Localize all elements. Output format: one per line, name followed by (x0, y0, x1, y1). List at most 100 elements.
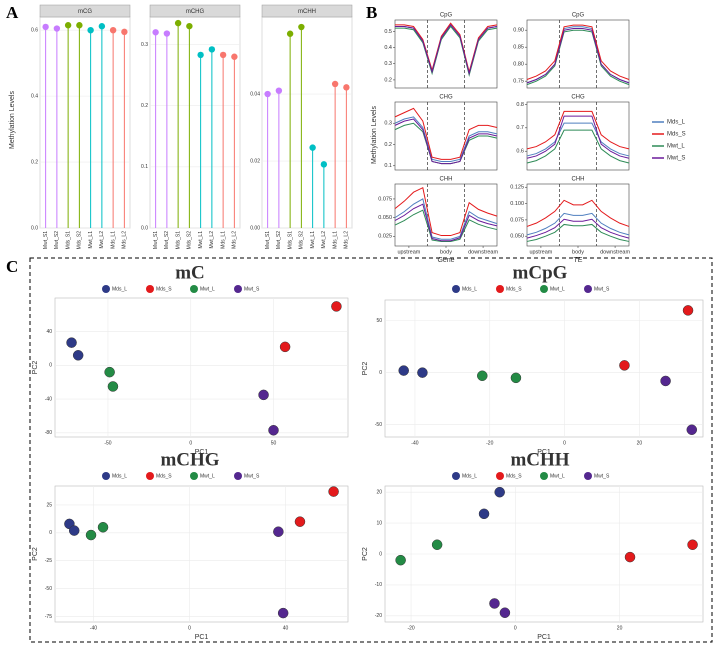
legend-label: Mds_S (506, 473, 522, 479)
panel-label: C (6, 257, 18, 276)
plot-background (261, 16, 353, 229)
profile-line (526, 110, 630, 150)
plot-frame (54, 297, 349, 438)
profile-line (526, 212, 630, 236)
legend-label: Mds_S (667, 132, 686, 138)
y-tick-label: 40 (46, 329, 52, 335)
point (268, 425, 279, 436)
y-tick-label: 0.050 (510, 234, 524, 240)
chart-title: mCpG (513, 262, 568, 283)
legend-label: Mds_L (112, 473, 127, 479)
legend-swatch (584, 472, 592, 480)
plot-background (39, 16, 131, 229)
profile-line (526, 122, 630, 157)
y-tick-label: 0.075 (510, 217, 524, 223)
legend-label: Mds_S (506, 286, 522, 292)
legend-label: Mwt_S (594, 473, 610, 479)
lollipop-dot (87, 26, 94, 34)
x-tick-label: body (440, 249, 452, 255)
x-tick-label: Mds_L1 (220, 231, 226, 249)
legend-label: Mwt_L (550, 473, 565, 479)
y-tick-label: 0.2 (141, 103, 148, 109)
lollipop-dot (286, 30, 294, 37)
x-tick-label: downstream (468, 249, 498, 255)
legend-label: Mwt_L (200, 473, 215, 479)
x-axis-label: TE (574, 257, 583, 264)
point (66, 337, 77, 348)
legend-label: Mds_L (667, 120, 686, 126)
lollipop-dot (42, 23, 49, 31)
lollipop-dot (98, 23, 106, 30)
point (273, 526, 284, 537)
profile-line (395, 22, 498, 74)
profile-line (526, 129, 630, 164)
x-axis-label: PC1 (537, 449, 551, 456)
lollipop-dot (64, 22, 72, 29)
profile-line (395, 25, 498, 78)
point (85, 529, 97, 541)
facet-title: mCHG (186, 9, 205, 15)
x-tick-label: 0 (189, 440, 192, 446)
chart-title: mCHH (510, 449, 569, 470)
point (686, 424, 698, 435)
y-axis-label: Methylation Levels (9, 91, 16, 149)
legend-swatch (190, 285, 198, 293)
point (682, 305, 694, 316)
legend-label: Mwt_S (667, 156, 685, 162)
y-tick-label: 0.3 (141, 42, 148, 48)
y-tick-label: 0.3 (384, 61, 392, 67)
y-tick-label: 0.2 (384, 77, 392, 83)
y-tick-label: 0.025 (378, 234, 392, 240)
legend-label: Mds_L (462, 286, 477, 292)
y-tick-label: 0.75 (513, 79, 524, 85)
x-tick-label: -20 (486, 440, 493, 446)
lollipop-dot (231, 53, 238, 60)
y-tick-label: 0.90 (513, 28, 524, 34)
y-tick-label: 0.1 (141, 164, 148, 170)
chart-title: mCHG (160, 449, 219, 470)
panel-label: A (6, 3, 19, 22)
plot-frame (384, 299, 704, 438)
x-tick-label: 40 (283, 625, 289, 631)
y-tick-label: 0.100 (510, 201, 524, 207)
x-tick-label: Mds_L1 (332, 231, 338, 249)
legend-label: Mwt_S (244, 473, 260, 479)
x-tick-label: 20 (617, 625, 623, 631)
lollipop-dot (219, 51, 227, 59)
x-tick-label: Mds_L2 (344, 231, 350, 249)
legend-swatch (102, 472, 110, 480)
x-tick-label: Mds_L2 (122, 231, 128, 249)
facet-title: CpG (440, 13, 453, 19)
legend-swatch (540, 285, 548, 293)
y-tick-label: 0.125 (510, 185, 524, 191)
y-tick-label: 0.7 (516, 125, 524, 131)
facet-title: mCHH (298, 9, 316, 15)
y-axis-label: PC2 (32, 547, 39, 561)
x-tick-label: 0 (514, 625, 517, 631)
y-tick-label: 0.6 (31, 28, 38, 34)
point (72, 350, 84, 361)
lollipop-dot (264, 90, 271, 98)
x-tick-label: Mwt_S2 (54, 231, 60, 249)
y-tick-label: 0.2 (31, 159, 38, 165)
y-tick-label: 20 (376, 490, 382, 496)
profile-line (526, 223, 630, 242)
lollipop-dot (309, 144, 316, 151)
legend-swatch (190, 472, 198, 480)
x-tick-label: upstream (397, 249, 420, 255)
x-tick-label: Mds_S2 (77, 231, 83, 250)
lollipop-dot (208, 46, 216, 53)
y-tick-label: 0 (49, 363, 52, 369)
y-tick-label: -75 (45, 614, 52, 620)
profile-line (394, 203, 498, 242)
lollipop-dot (186, 22, 193, 30)
legend-label: Mwt_S (594, 286, 610, 292)
y-tick-label: 0.075 (378, 196, 392, 202)
y-axis-label: PC2 (32, 361, 39, 375)
lollipop-dot (53, 25, 61, 32)
legend-label: Mwt_S (244, 286, 260, 292)
x-tick-label: Mwt_S1 (43, 231, 49, 249)
point (660, 375, 671, 387)
point (619, 360, 630, 371)
x-tick-label: Mwt_S1 (153, 231, 159, 249)
